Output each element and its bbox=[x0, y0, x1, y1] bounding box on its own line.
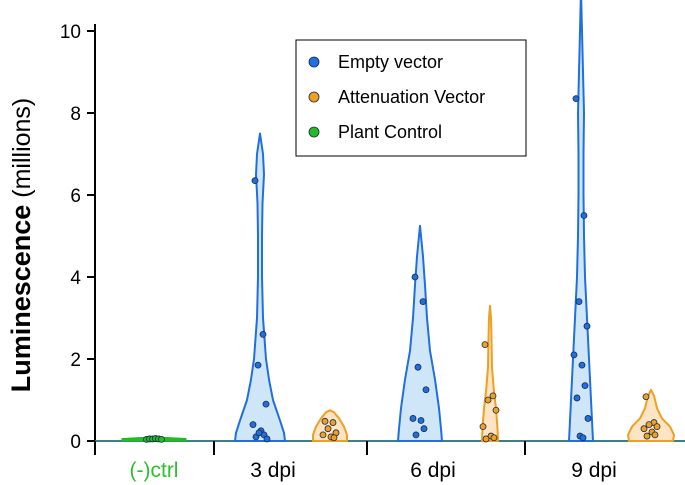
y-tick-label: 10 bbox=[60, 22, 81, 43]
data-point bbox=[422, 386, 430, 394]
data-point bbox=[651, 431, 659, 439]
data-point bbox=[324, 425, 332, 433]
legend: Empty vector Attenuation Vector Plant Cont… bbox=[295, 39, 527, 157]
y-tick-label: 8 bbox=[70, 104, 81, 125]
y-axis-title-main: Luminescence bbox=[6, 205, 36, 393]
legend-entry-label: Plant Control bbox=[338, 122, 442, 142]
data-point bbox=[482, 435, 490, 443]
legend-entry-label: Empty vector bbox=[338, 52, 443, 72]
data-point bbox=[640, 425, 648, 433]
violin-empty-vector-6dpi bbox=[397, 224, 443, 442]
legend-marker bbox=[308, 91, 320, 103]
legend-marker bbox=[308, 56, 320, 68]
data-point bbox=[492, 406, 500, 414]
data-point bbox=[319, 431, 327, 439]
violin-attenuation-vector-6dpi bbox=[481, 304, 499, 442]
y-axis-title-unit: (millions) bbox=[8, 98, 36, 205]
data-point bbox=[414, 363, 422, 371]
data-point bbox=[409, 415, 417, 422]
data-point bbox=[249, 421, 257, 429]
data-point bbox=[262, 400, 270, 408]
axes: 0 2 4 6 8 10 (-)ctrl 3 dpi 6 dpi 9 dpi bbox=[60, 22, 685, 482]
data-point bbox=[642, 393, 650, 401]
data-point bbox=[263, 435, 271, 443]
data-point bbox=[570, 351, 578, 359]
data-point bbox=[572, 95, 580, 103]
data-point bbox=[484, 396, 492, 404]
legend-entry-label: Attenuation Vector bbox=[338, 87, 485, 107]
data-point bbox=[412, 431, 420, 439]
data-point bbox=[481, 341, 489, 349]
data-point bbox=[584, 415, 592, 422]
data-point bbox=[321, 417, 329, 425]
data-point bbox=[653, 423, 661, 431]
violins bbox=[121, 0, 675, 442]
data-point bbox=[254, 361, 262, 369]
data-point bbox=[255, 429, 263, 437]
violin-empty-vector-9dpi bbox=[568, 0, 594, 442]
data-point bbox=[581, 382, 589, 390]
legend-marker bbox=[308, 126, 320, 138]
y-tick-label: 0 bbox=[70, 432, 81, 453]
y-axis-title: Luminescence (millions) bbox=[6, 98, 36, 393]
data-point bbox=[411, 273, 419, 281]
violin-empty-vector-3dpi bbox=[234, 132, 286, 442]
data-point bbox=[417, 417, 425, 424]
violin-attenuation-vector-9dpi bbox=[627, 388, 675, 442]
data-point bbox=[645, 421, 653, 429]
data-point bbox=[158, 435, 165, 443]
data-point bbox=[490, 434, 498, 442]
data-point bbox=[579, 434, 587, 442]
data-point bbox=[420, 425, 428, 433]
y-axis-label: Luminescence (millions) bbox=[6, 98, 36, 393]
data-point bbox=[329, 419, 337, 426]
data-points bbox=[143, 95, 661, 443]
data-point bbox=[573, 394, 581, 402]
data-point bbox=[259, 330, 267, 338]
data-point bbox=[578, 361, 586, 369]
data-point bbox=[419, 298, 427, 306]
data-point bbox=[489, 392, 497, 400]
x-category-label: 3 dpi bbox=[250, 459, 296, 482]
data-point bbox=[575, 298, 583, 306]
y-tick-label: 2 bbox=[70, 350, 81, 371]
legend-box bbox=[295, 39, 527, 157]
data-point bbox=[251, 177, 259, 185]
data-point bbox=[479, 423, 487, 431]
data-point bbox=[580, 212, 588, 219]
x-category-label: 9 dpi bbox=[571, 459, 617, 482]
x-category-label: 6 dpi bbox=[410, 459, 456, 482]
y-tick-label: 6 bbox=[70, 186, 81, 207]
data-point bbox=[643, 432, 651, 440]
data-point bbox=[583, 322, 591, 330]
data-point bbox=[330, 434, 338, 442]
y-tick-label: 4 bbox=[70, 268, 81, 289]
x-category-label: (-)ctrl bbox=[130, 459, 179, 482]
